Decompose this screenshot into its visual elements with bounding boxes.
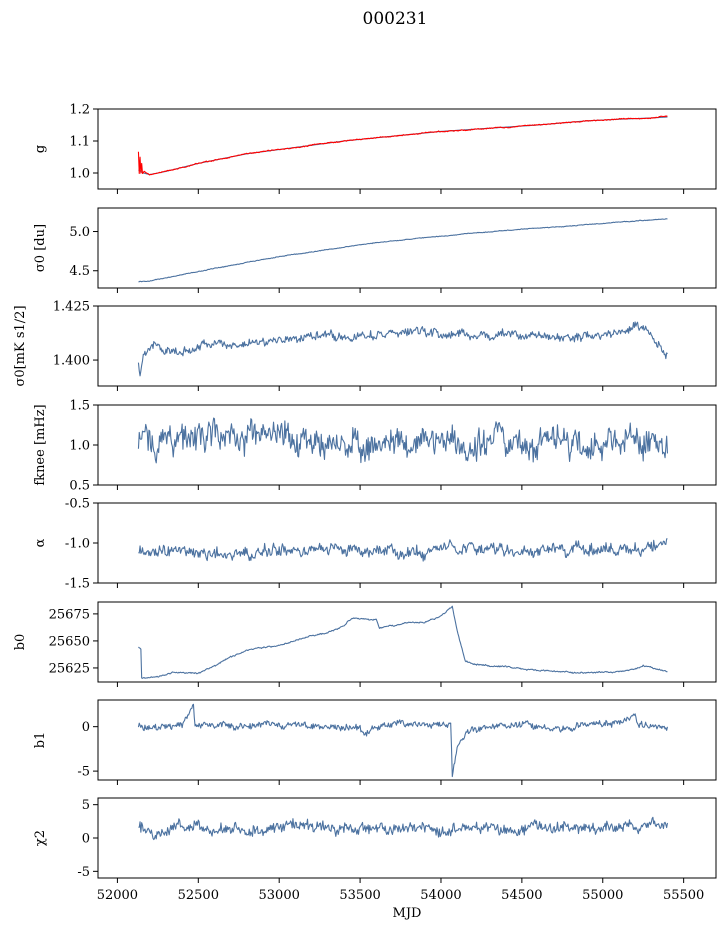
y-tick-label: 25625	[49, 661, 90, 676]
panels: 1.0 1.1 1.2 g 4.5 5.0 σ0 [du] 1.400 1.425 σ0[mK s…	[13, 103, 717, 921]
y-axis-label: α	[33, 538, 48, 547]
series-group	[138, 218, 668, 283]
panel-8: -5 0 5 52000 52500 53000 53500 54000 54500 55000 5…	[33, 797, 717, 921]
panel-frame	[97, 502, 717, 584]
panel-frame	[97, 305, 717, 387]
x-tick-label: 52500	[178, 888, 219, 903]
y-tick-label: 0	[82, 720, 90, 735]
series-group	[137, 115, 668, 176]
panel-frame	[97, 108, 717, 190]
y-tick-label: 0.5	[69, 479, 90, 494]
series-group	[138, 538, 668, 562]
series-line	[137, 417, 669, 464]
panel-1: 1.0 1.1 1.2 g	[33, 103, 717, 194]
panel-4: 0.5 1.0 1.5 fknee [mHz]	[33, 399, 717, 494]
x-tick-label: 54000	[420, 888, 461, 903]
y-axis-label: σ0 [du]	[33, 224, 48, 272]
y-axis-label: g	[33, 145, 48, 153]
y-tick-label: 1.400	[53, 354, 90, 369]
x-tick-label: 55500	[663, 888, 704, 903]
y-tick-label: 4.5	[69, 264, 90, 279]
y-axis-label: σ0[mK s1/2]	[13, 305, 28, 386]
panel-frame	[97, 699, 717, 781]
x-tick-label: 54500	[501, 888, 542, 903]
series-line	[138, 605, 668, 679]
y-tick-label: 1.425	[53, 300, 90, 315]
series-group	[137, 321, 668, 377]
y-tick-label: 1.0	[69, 439, 90, 454]
y-tick-label: 5	[82, 798, 90, 813]
series-group	[138, 605, 668, 679]
figure-title: 000231	[363, 9, 428, 29]
panel-frame	[97, 601, 717, 683]
x-axis-label: MJD	[393, 906, 422, 921]
panel-6: 25625 25650 25675 b0	[13, 601, 717, 687]
y-axis-label: χ2	[33, 830, 48, 846]
y-axis-label: b1	[33, 732, 48, 749]
y-tick-label: -0.5	[65, 497, 90, 512]
y-axis-label: b0	[13, 634, 28, 651]
panel-7: -5 0 b1	[33, 699, 717, 785]
x-tick-label: 53500	[339, 888, 380, 903]
y-tick-label: -1.5	[65, 577, 90, 592]
panel-2: 4.5 5.0 σ0 [du]	[33, 207, 717, 293]
x-tick-label: 53000	[259, 888, 300, 903]
y-tick-label: -5	[77, 765, 90, 780]
y-tick-label: 1.0	[69, 167, 90, 182]
model-series-line	[137, 115, 668, 176]
series-line	[138, 218, 668, 283]
y-tick-label: 1.5	[69, 399, 90, 414]
y-tick-label: 25650	[49, 634, 90, 649]
x-tick-label: 52000	[97, 888, 138, 903]
y-tick-label: 25675	[49, 607, 90, 622]
series-line	[138, 816, 669, 841]
panel-3: 1.400 1.425 σ0[mK s1/2]	[13, 300, 717, 391]
panel-frame	[97, 207, 717, 289]
series-group	[137, 417, 669, 464]
y-tick-label: 5.0	[69, 225, 90, 240]
panel-5: -1.5 -1.0 -0.5 α	[33, 497, 717, 592]
y-tick-label: -5	[77, 865, 90, 880]
y-axis-label: fknee [mHz]	[33, 404, 48, 485]
y-tick-label: -1.0	[65, 537, 90, 552]
series-group	[137, 703, 669, 778]
y-tick-label: 1.2	[69, 103, 90, 118]
series-line	[138, 538, 668, 562]
series-group	[138, 816, 669, 841]
series-line	[138, 116, 668, 176]
y-tick-label: 0	[82, 832, 90, 847]
x-tick-label: 55000	[582, 888, 623, 903]
series-line	[137, 321, 668, 377]
series-line	[137, 703, 669, 778]
panel-frame	[97, 797, 717, 879]
y-tick-label: 1.1	[69, 135, 90, 150]
